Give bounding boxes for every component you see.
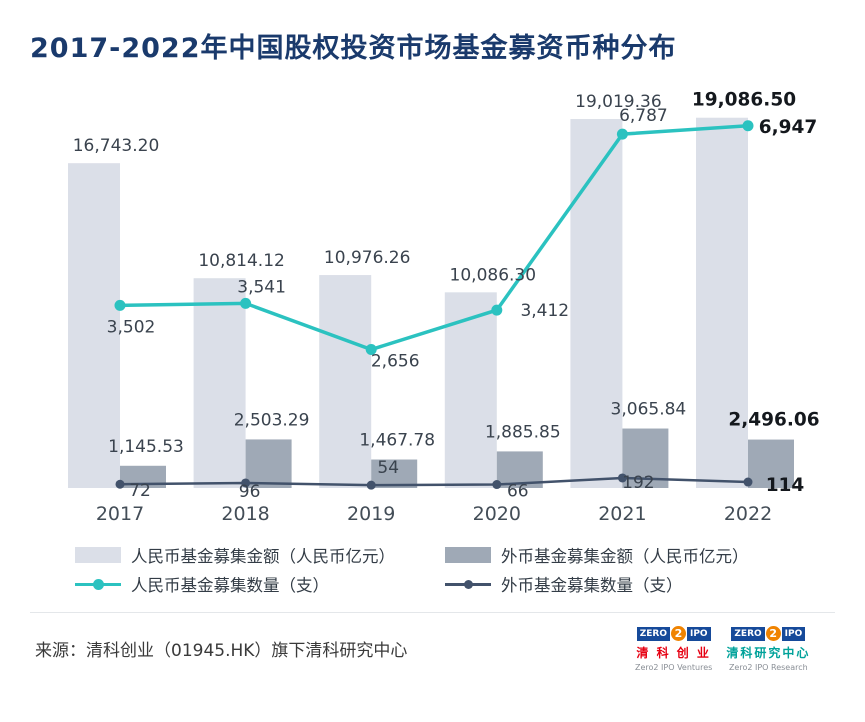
- fx-amount-label: 2,503.29: [234, 410, 310, 430]
- legend-label-rmb-amount: 人民币基金募集金额（人民币亿元）: [131, 546, 395, 566]
- footer-logos: ZERO 2 IPO 清 科 创 业 Zero2 IPO Ventures ZERO…: [635, 626, 810, 672]
- legend-item-fx-count: 外币基金募集数量（支）: [445, 572, 683, 596]
- legend: 人民币基金募集金额（人民币亿元） 外币基金募集金额（人民币亿元） 人民币基金募集…: [75, 540, 835, 598]
- fx-amount-bar: [120, 465, 166, 488]
- fx-amount-label: 1,467.78: [359, 431, 435, 451]
- legend-swatch-rmb-amount: [75, 546, 121, 563]
- rmb-count-line: [119, 124, 749, 352]
- x-axis-label: 2021: [598, 503, 646, 525]
- fx-count-label: 96: [239, 482, 261, 502]
- fx-amount-label: 2,496.06: [728, 410, 819, 431]
- x-axis-label: 2022: [724, 503, 772, 525]
- logo-two-badge: 2: [670, 626, 686, 641]
- legend-label-fx-count: 外币基金募集数量（支）: [501, 575, 683, 595]
- rmb-count-label: 3,541: [237, 277, 286, 297]
- fx-count-line: [119, 476, 749, 487]
- rmb-amount-bar: [696, 117, 748, 489]
- rmb-count-dot: [742, 120, 754, 132]
- zero2ipo-logo-research: ZERO 2 IPO 清科研究中心 Zero2 IPO Research: [726, 626, 810, 672]
- fx-amount-bar: [371, 459, 418, 488]
- zero2ipo-brand-icon: ZERO 2 IPO: [731, 626, 806, 641]
- x-axis-label: 2017: [96, 503, 144, 525]
- rmb-count-dot: [114, 299, 126, 311]
- fx-count-dot: [115, 479, 125, 489]
- chart-svg: 2017 2018 2019 2020 2021 2022 16,743.20 1,145.5…: [68, 90, 820, 525]
- page-title: 2017-2022年中国股权投资市场基金募资币种分布: [30, 33, 677, 64]
- legend-dot-fx: [464, 579, 473, 589]
- fx-count-label: 54: [377, 458, 399, 478]
- rmb-amount-label: 19,086.50: [692, 90, 796, 111]
- fx-amount-label: 3,065.84: [611, 400, 687, 420]
- fx-count-label: 114: [766, 475, 805, 496]
- legend-swatch-rmb-count: [75, 576, 121, 592]
- fx-amount-bar: [748, 439, 794, 488]
- rmb-amount-label: 10,976.26: [324, 248, 411, 268]
- logo-cn-name: 清 科 创 业: [636, 646, 711, 660]
- rmb-count-dot: [365, 344, 377, 356]
- rmb-count-dot: [616, 128, 628, 140]
- fx-amount-bar: [245, 439, 292, 488]
- rmb-count-label: 6,947: [759, 117, 818, 138]
- fx-amount-label: 1,145.53: [108, 437, 184, 457]
- footer-divider: [30, 612, 835, 613]
- logo-ipo-text: IPO: [781, 626, 806, 641]
- rmb-amount-bar: [68, 163, 120, 488]
- rmb-count-label: 3,502: [107, 317, 156, 337]
- logo-en-name: Zero2 IPO Ventures: [635, 663, 713, 672]
- fx-count-label: 72: [129, 481, 151, 501]
- logo-cn-name: 清科研究中心: [726, 646, 811, 660]
- rmb-count-label: 2,656: [371, 352, 420, 372]
- rmb-amount-bar: [319, 275, 372, 488]
- logo-zero-text: ZERO: [731, 626, 765, 641]
- fx-count-dot: [366, 480, 376, 490]
- fx-count-label: 66: [507, 482, 529, 502]
- x-axis-label: 2020: [473, 503, 521, 525]
- legend-row-lines: 人民币基金募集数量（支） 外币基金募集数量（支）: [75, 569, 835, 598]
- legend-swatch-fx-count: [445, 576, 491, 592]
- rmb-count-label: 3,412: [520, 301, 569, 321]
- x-axis-label: 2019: [347, 503, 395, 525]
- logo-zero-text: ZERO: [636, 626, 670, 641]
- rmb-count-label: 6,787: [619, 106, 668, 126]
- rmb-amount-label: 19,019.36: [575, 92, 662, 112]
- fx-count-dot: [743, 477, 753, 487]
- legend-item-fx-amount: 外币基金募集金额（人民币亿元）: [445, 543, 749, 567]
- legend-row-bars: 人民币基金募集金额（人民币亿元） 外币基金募集金额（人民币亿元）: [75, 540, 835, 569]
- chart: 2017 2018 2019 2020 2021 2022 16,743.20 1,145.5…: [38, 78, 843, 538]
- fx-count-label: 192: [622, 473, 654, 493]
- legend-swatch-fx-amount: [445, 546, 491, 563]
- rmb-amount-bar: [570, 119, 623, 488]
- rmb-amount-bar: [444, 292, 497, 488]
- legend-item-rmb-count: 人民币基金募集数量（支）: [75, 572, 445, 596]
- rmb-count-dot: [240, 297, 252, 309]
- rmb-amount-label: 10,086.30: [450, 265, 537, 285]
- logo-ipo-text: IPO: [686, 626, 711, 641]
- x-axis-label: 2018: [221, 503, 269, 525]
- legend-dot-rmb: [93, 578, 104, 590]
- rmb-amount-label: 16,743.20: [73, 136, 160, 156]
- fx-count-dot: [492, 480, 502, 490]
- fx-count-dot: [617, 473, 627, 483]
- fx-count-dot: [241, 478, 251, 488]
- zero2ipo-brand-icon: ZERO 2 IPO: [636, 626, 711, 641]
- rmb-amount-label: 10,814.12: [198, 251, 285, 271]
- rmb-amount-bar: [193, 278, 246, 488]
- rmb-count-dot: [491, 304, 503, 316]
- legend-item-rmb-amount: 人民币基金募集金额（人民币亿元）: [75, 543, 445, 567]
- fx-amount-label: 1,885.85: [485, 422, 561, 442]
- legend-label-fx-amount: 外币基金募集金额（人民币亿元）: [501, 546, 749, 566]
- logo-two-badge: 2: [765, 626, 781, 641]
- source-text: 来源：清科创业（01945.HK）旗下清科研究中心: [35, 641, 408, 661]
- zero2ipo-logo-ventures: ZERO 2 IPO 清 科 创 业 Zero2 IPO Ventures: [635, 626, 712, 672]
- logo-en-name: Zero2 IPO Research: [728, 663, 808, 672]
- legend-label-rmb-count: 人民币基金募集数量（支）: [131, 575, 329, 595]
